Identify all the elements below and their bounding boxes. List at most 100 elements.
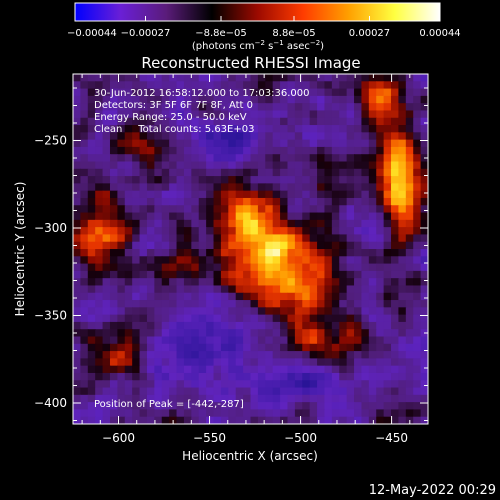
heatmap-cell — [220, 190, 229, 199]
heatmap-cell — [346, 314, 355, 323]
heatmap-cell — [302, 161, 311, 170]
heatmap-cell — [183, 183, 192, 192]
heatmap-cell — [317, 343, 326, 352]
heatmap-cell — [272, 110, 281, 119]
heatmap-cell — [243, 285, 252, 294]
heatmap-cell — [169, 263, 178, 272]
heatmap-cell — [183, 219, 192, 228]
heatmap-cell — [73, 321, 81, 330]
heatmap-cell — [391, 270, 400, 279]
heatmap-cell — [139, 227, 148, 236]
heatmap-cell — [376, 154, 385, 163]
heatmap-cell — [420, 212, 428, 221]
heatmap-cell — [302, 168, 311, 177]
heatmap-cell — [361, 205, 370, 214]
heatmap-cell — [191, 103, 200, 112]
heatmap-cell — [87, 241, 96, 250]
heatmap-cell — [183, 132, 192, 141]
heatmap-cell — [213, 132, 222, 141]
heatmap-cell — [139, 285, 148, 294]
heatmap-cell — [250, 197, 259, 206]
heatmap-cell — [132, 125, 141, 133]
heatmap-cell — [420, 336, 428, 345]
heatmap-cell — [176, 125, 185, 133]
heatmap-cell — [376, 292, 385, 301]
heatmap-cell — [206, 117, 215, 126]
heatmap-cell — [331, 300, 340, 308]
heatmap-cell — [139, 234, 148, 243]
heatmap-cell — [183, 387, 192, 396]
heatmap-cell — [339, 241, 348, 250]
heatmap-cell — [228, 117, 237, 126]
heatmap-cell — [117, 300, 126, 308]
heatmap-cell — [287, 103, 296, 112]
heatmap-cell — [294, 300, 303, 308]
heatmap-cell — [413, 74, 422, 82]
heatmap-cell — [376, 394, 385, 403]
heatmap-cell — [95, 402, 104, 411]
heatmap-cell — [176, 139, 185, 148]
heatmap-cell — [161, 234, 170, 243]
heatmap-cell — [250, 212, 259, 221]
heatmap-cell — [132, 154, 141, 163]
heatmap-cell — [243, 270, 252, 279]
heatmap-cell — [272, 343, 281, 352]
heatmap-cell — [405, 365, 414, 374]
heatmap-cell — [376, 365, 385, 374]
heatmap-cell — [117, 416, 126, 424]
heatmap-cell — [206, 409, 215, 418]
heatmap-cell — [272, 402, 281, 411]
heatmap-cell — [87, 234, 96, 243]
heatmap-cell — [287, 183, 296, 192]
heatmap-cell — [124, 219, 133, 228]
heatmap-cell — [287, 234, 296, 243]
heatmap-cell — [87, 314, 96, 323]
heatmap-cell — [317, 300, 326, 308]
heatmap-cell — [183, 103, 192, 112]
heatmap-cell — [124, 234, 133, 243]
heatmap-cell — [331, 125, 340, 133]
heatmap-cell — [102, 270, 111, 279]
heatmap-cell — [250, 365, 259, 374]
heatmap-cell — [361, 249, 370, 257]
heatmap-cell — [257, 372, 266, 381]
heatmap-cell — [243, 402, 252, 411]
heatmap-cell — [287, 270, 296, 279]
heatmap-cell — [339, 117, 348, 126]
heatmap-cell — [257, 227, 266, 236]
heatmap-cell — [102, 409, 111, 418]
heatmap-cell — [109, 416, 118, 424]
heatmap-cell — [376, 176, 385, 184]
heatmap-cell — [176, 241, 185, 250]
heatmap-cell — [391, 278, 400, 287]
heatmap-cell — [206, 74, 215, 82]
heatmap-cell — [398, 81, 407, 90]
heatmap-cell — [139, 416, 148, 424]
heatmap-cell — [294, 285, 303, 294]
heatmap-cell — [161, 365, 170, 374]
heatmap-cell — [191, 81, 200, 90]
heatmap-cell — [220, 125, 229, 133]
heatmap-cell — [102, 394, 111, 403]
heatmap-cell — [154, 402, 163, 411]
heatmap-cell — [73, 125, 81, 133]
heatmap-cell — [235, 387, 244, 396]
heatmap-cell — [228, 336, 237, 345]
heatmap-cell — [250, 95, 259, 104]
heatmap-cell — [161, 197, 170, 206]
heatmap-cell — [176, 154, 185, 163]
heatmap-cell — [302, 227, 311, 236]
heatmap-cell — [235, 314, 244, 323]
heatmap-cell — [294, 88, 303, 97]
heatmap-cell — [287, 292, 296, 301]
heatmap-cell — [161, 139, 170, 148]
heatmap-cell — [176, 402, 185, 411]
heatmap-cell — [228, 380, 237, 389]
heatmap-cell — [198, 176, 207, 184]
heatmap-cell — [265, 263, 274, 272]
heatmap-cell — [368, 88, 377, 97]
heatmap-cell — [413, 292, 422, 301]
heatmap-cell — [361, 154, 370, 163]
heatmap-cell — [154, 365, 163, 374]
heatmap-cell — [346, 402, 355, 411]
